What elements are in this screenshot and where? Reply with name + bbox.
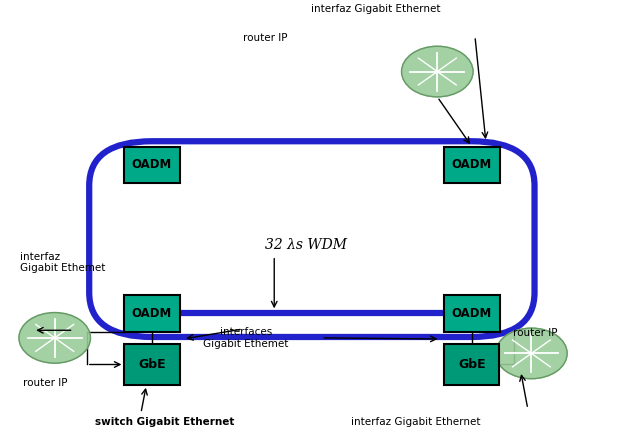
Text: interfaz Gigabit Ethernet: interfaz Gigabit Ethernet — [351, 417, 480, 426]
Text: switch Gigabit Ethernet: switch Gigabit Ethernet — [94, 417, 234, 426]
Text: GbE: GbE — [458, 358, 486, 371]
Text: OADM: OADM — [452, 158, 492, 171]
Circle shape — [401, 46, 473, 97]
FancyBboxPatch shape — [444, 146, 500, 183]
Text: GbE: GbE — [138, 358, 166, 371]
Circle shape — [19, 313, 91, 363]
Text: interfaces
Gigabit Ethemet: interfaces Gigabit Ethemet — [203, 327, 289, 349]
FancyBboxPatch shape — [124, 344, 180, 385]
Text: 32 λs WDM: 32 λs WDM — [265, 237, 347, 252]
Circle shape — [496, 328, 567, 379]
Text: interfaz
Gigabit Ethemet: interfaz Gigabit Ethemet — [20, 252, 106, 273]
FancyBboxPatch shape — [123, 295, 180, 332]
FancyBboxPatch shape — [444, 295, 500, 332]
Text: OADM: OADM — [132, 307, 172, 320]
Text: router IP: router IP — [513, 328, 557, 338]
Text: router IP: router IP — [243, 33, 287, 43]
Text: OADM: OADM — [132, 158, 172, 171]
Text: OADM: OADM — [452, 307, 492, 320]
Text: interfaz Gigabit Ethernet: interfaz Gigabit Ethernet — [311, 4, 440, 14]
Text: router IP: router IP — [23, 378, 67, 388]
FancyBboxPatch shape — [444, 344, 500, 385]
FancyBboxPatch shape — [123, 146, 180, 183]
